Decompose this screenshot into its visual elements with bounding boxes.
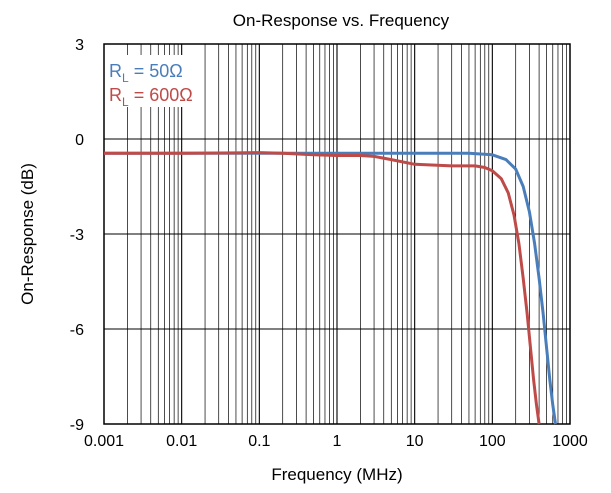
- series-layer: [104, 151, 557, 425]
- legend-entry-1: RL = 50Ω: [109, 61, 183, 85]
- y-tick-labels: 3 0 -3 -6 -9: [70, 37, 84, 434]
- y-tick-label: 0: [75, 132, 84, 149]
- y-tick-label: -6: [70, 322, 84, 339]
- x-tick-label: 0.1: [248, 433, 270, 450]
- x-axis-label: Frequency (MHz): [271, 465, 402, 484]
- x-tick-label: 0.01: [166, 433, 197, 450]
- x-tick-labels: 0.001 0.01 0.1 1 10 100 1000: [84, 433, 588, 450]
- series-line-2: [104, 151, 541, 425]
- y-tick-label: -3: [70, 227, 84, 244]
- chart-title: On-Response vs. Frequency: [233, 11, 450, 30]
- series-line-1: [104, 151, 557, 425]
- x-tick-label: 100: [479, 433, 506, 450]
- y-tick-label: 3: [75, 37, 84, 54]
- legend-background: [106, 55, 194, 107]
- plot-frame: [103, 43, 571, 425]
- x-tick-label: 1000: [552, 433, 588, 450]
- y-axis-label: On-Response (dB): [18, 163, 37, 305]
- x-tick-label: 0.001: [84, 433, 124, 450]
- legend-entry-2: RL = 600Ω: [109, 85, 193, 109]
- grid-lines: [104, 44, 570, 424]
- x-tick-label: 10: [406, 433, 424, 450]
- x-tick-label: 1: [333, 433, 342, 450]
- y-tick-label: -9: [70, 417, 84, 434]
